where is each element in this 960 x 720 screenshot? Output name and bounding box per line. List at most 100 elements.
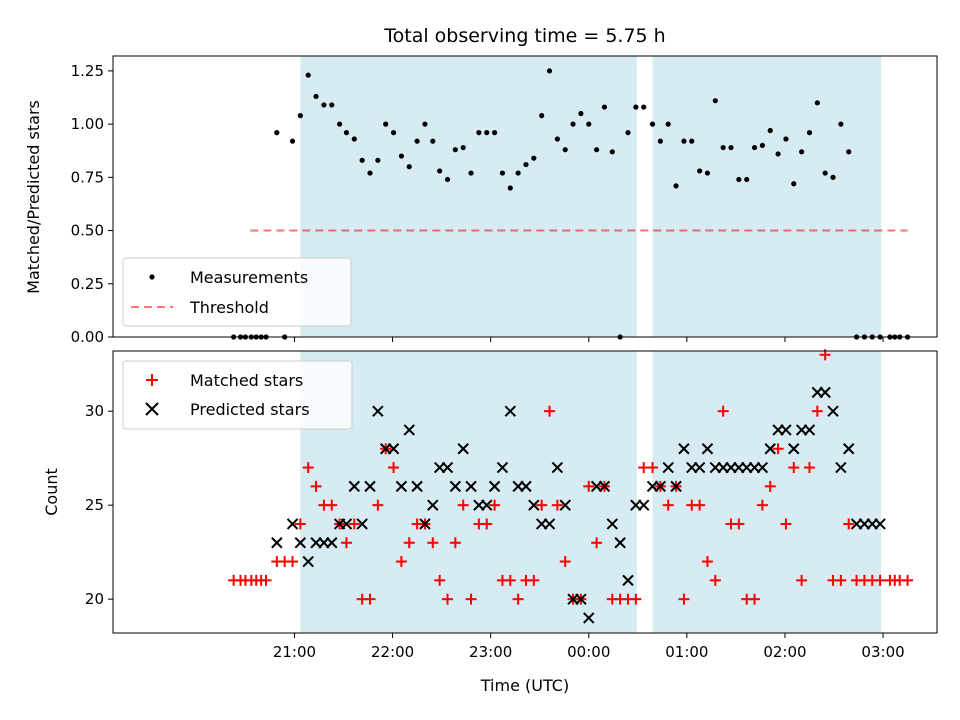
predicted-star-point [326, 537, 338, 549]
measurement-point [375, 157, 381, 163]
predicted-star-point [780, 424, 792, 436]
legend-measurements-label: Measurements [190, 268, 308, 287]
measurement-point [321, 102, 327, 108]
predicted-star-point [441, 461, 454, 474]
measurement-point [712, 98, 718, 104]
predicted-star-point [356, 518, 368, 530]
measurement-point [460, 144, 466, 151]
measurement-point [337, 121, 343, 127]
measurement-point [274, 130, 280, 136]
measurement-point [499, 170, 506, 176]
top-y-tick-label: 0.50 [71, 222, 104, 240]
matched-star-point [348, 518, 360, 530]
measurement-point [689, 138, 695, 144]
predicted-star-point [583, 612, 595, 624]
matched-star-point [630, 593, 642, 605]
matched-star-point [788, 462, 800, 474]
matched-star-point [709, 574, 721, 586]
measurement-point [383, 121, 389, 127]
predicted-star-point [614, 537, 626, 549]
measurement-point [367, 170, 373, 176]
matched-star-point [591, 537, 603, 549]
predicted-star-point [395, 480, 408, 493]
measurement-point [791, 181, 797, 187]
measurement-point [546, 68, 553, 74]
predicted-star-point [606, 518, 619, 530]
matched-star-point [442, 593, 454, 605]
matched-star-point [694, 499, 706, 511]
predicted-star-point [528, 499, 540, 511]
measurement-point [484, 130, 490, 136]
bottom-panel: 20 25 30 21:00 22:00 23:00 00:00 01:00 02:00 03:… [42, 349, 938, 695]
matched-star-point [294, 518, 306, 530]
predicted-star-point [465, 480, 477, 493]
matched-star-point [395, 556, 407, 568]
top-y-tick-label: 1.00 [71, 115, 104, 133]
matched-star-point [302, 462, 314, 474]
top-legend: Measurements Threshold [122, 257, 352, 327]
measurement-point [838, 121, 844, 127]
measurement-point [313, 93, 319, 100]
top-y-tick-label: 0.75 [71, 168, 104, 186]
measurement-point [523, 161, 529, 168]
x-tick-label: 21:00 [273, 643, 316, 661]
matched-star-point [551, 499, 563, 511]
measurement-point [430, 138, 436, 144]
predicted-star-point [271, 537, 283, 549]
matched-star-point [662, 499, 674, 511]
matched-star-point [340, 537, 352, 549]
matched-star-point [528, 574, 540, 586]
matched-star-point [544, 405, 556, 417]
measurement-point [539, 113, 545, 119]
measurement-point [846, 149, 852, 155]
matched-star-point [465, 593, 477, 605]
bottom-shaded-span-0 [300, 351, 637, 633]
measurement-point [681, 138, 687, 144]
measurement-point [491, 130, 498, 136]
chart-title: Total observing time = 5.75 h [383, 25, 665, 47]
top-panel: 0.00 0.25 0.50 0.75 1.00 1.25 Total observing… [24, 25, 938, 346]
predicted-star-point [551, 461, 564, 474]
predicted-star-point [457, 443, 469, 455]
legend-matched-marker [146, 374, 158, 386]
predicted-star-point [874, 518, 886, 530]
predicted-star-point [427, 499, 439, 511]
top-y-tick-label: 1.25 [71, 62, 104, 80]
matched-star-point [772, 443, 784, 455]
top-y-axis-label: Matched/Predicted stars [24, 100, 43, 294]
matched-star-point [287, 556, 299, 568]
matched-star-point [310, 480, 322, 492]
predicted-star-point [654, 480, 667, 493]
predicted-star-point [678, 443, 690, 455]
matched-star-point [559, 556, 571, 568]
measurement-point [633, 104, 639, 110]
matched-star-point [512, 593, 524, 605]
matched-star-point [481, 518, 493, 530]
predicted-star-point [419, 518, 431, 530]
predicted-star-point [302, 555, 314, 568]
bottom-y-tick-label: 30 [85, 402, 104, 420]
predicted-star-point [286, 518, 299, 530]
predicted-star-point [819, 386, 831, 399]
measurement-point [578, 110, 584, 117]
bottom-shaded-span-1 [652, 351, 882, 633]
predicted-star-point [622, 574, 634, 587]
predicted-star-point [348, 480, 361, 493]
measurement-point [806, 130, 813, 136]
count-points [228, 349, 914, 624]
matched-star-point [717, 405, 729, 417]
measurement-point [351, 136, 357, 142]
matched-star-point [457, 499, 469, 511]
top-axes-frame [112, 55, 938, 338]
matched-star-point [843, 518, 855, 530]
matched-star-point [260, 574, 272, 586]
top-shaded-span-1 [652, 56, 882, 337]
top-shaded-span-0 [300, 56, 637, 337]
measurement-point [468, 170, 474, 176]
matched-star-point [678, 593, 690, 605]
measurement-point [476, 130, 482, 136]
measurement-point [736, 176, 742, 183]
bottom-legend: Matched stars Predicted stars [122, 360, 353, 430]
predicted-star-point [756, 461, 769, 474]
measurement-point [554, 136, 560, 142]
